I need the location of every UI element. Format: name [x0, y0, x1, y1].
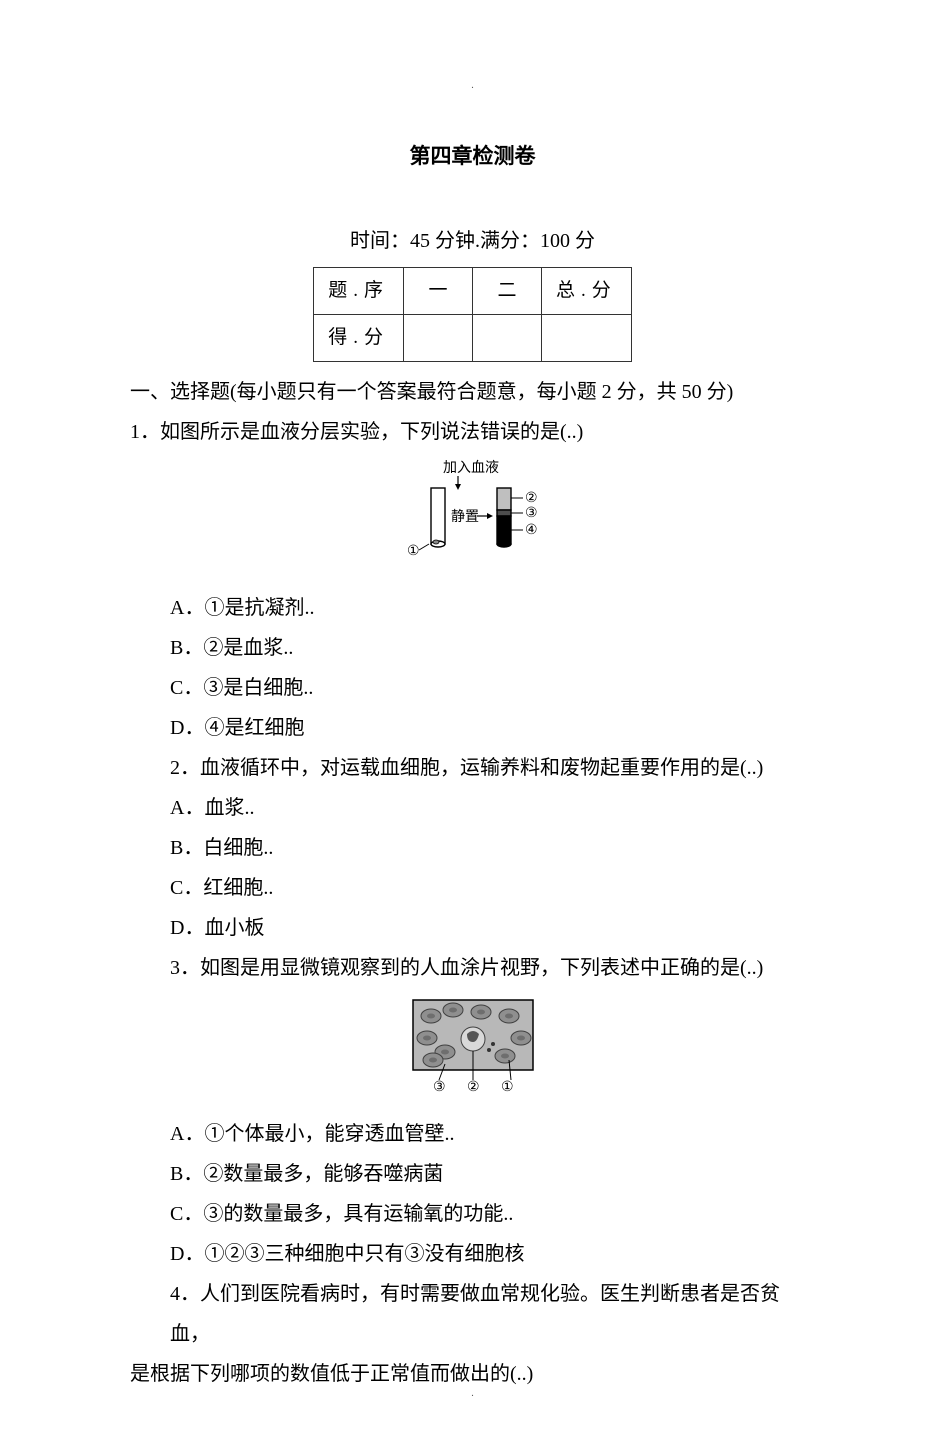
q1-stem: 1．如图所示是血液分层实验，下列说法错误的是(..) — [130, 412, 815, 452]
q3-option-c: C．③的数量最多，具有运输氧的功能.. — [130, 1194, 815, 1234]
fig1-tube-left: ① — [407, 488, 445, 559]
q3-option-a: A．①个体最小，能穿透血管壁.. — [130, 1114, 815, 1154]
q2-stem: 2．血液循环中，对运载血细胞，运输养料和废物起重要作用的是(..) — [130, 748, 815, 788]
fig2-label-3: ③ — [433, 1080, 446, 1094]
q2-option-a: A．血浆.. — [130, 788, 815, 828]
fig1-tube-right: ② ③ ④ — [497, 488, 538, 547]
cell-score-2 — [473, 315, 542, 362]
chapter-title: 第四章检测卷 — [130, 135, 815, 177]
table-row: 题.序 一 二 总.分 — [314, 268, 632, 315]
q1-option-b: B．②是血浆.. — [130, 628, 815, 668]
q4-line1: 4．人们到医院看病时，有时需要做血常规化验。医生判断患者是否贫血， — [130, 1274, 815, 1354]
fig2-label-1: ① — [501, 1080, 514, 1094]
time-score-line: 时间：45 分钟.满分：100 分 — [130, 221, 815, 261]
q3-option-d: D．①②③三种细胞中只有③没有细胞核 — [130, 1234, 815, 1274]
fig1-label-3: ③ — [525, 506, 538, 521]
q3-option-b: B．②数量最多，能够吞噬病菌 — [130, 1154, 815, 1194]
cell-header-total: 总.分 — [542, 268, 632, 315]
score-table: 题.序 一 二 总.分 得.分 — [313, 267, 632, 362]
cell-score-1 — [404, 315, 473, 362]
fig1-label-mid: 静置 — [451, 509, 479, 525]
q1-option-c: C．③是白细胞.. — [130, 668, 815, 708]
page-marker-top: . — [471, 76, 474, 96]
q2-option-c: C．红细胞.. — [130, 868, 815, 908]
page-marker-bottom: . — [471, 1384, 474, 1404]
q2-option-b: B．白细胞.. — [130, 828, 815, 868]
fig1-label-4: ④ — [525, 523, 538, 538]
fig1-label-2: ② — [525, 491, 538, 506]
cell-header-seq: 题.序 — [314, 268, 404, 315]
exam-page: . 第四章检测卷 时间：45 分钟.满分：100 分 题.序 一 二 总.分 得… — [0, 0, 945, 1454]
blood-layer-diagram-icon: 加入血液 ① 静置 — [373, 458, 573, 568]
section-1-head: 一、选择题(每小题只有一个答案最符合题意，每小题 2 分，共 50 分) — [130, 372, 815, 412]
q3-stem: 3．如图是用显微镜观察到的人血涂片视野，下列表述中正确的是(..) — [130, 948, 815, 988]
q3-figure: ③ ② ① — [130, 994, 815, 1108]
q1-option-d: D．④是红细胞 — [130, 708, 815, 748]
cell-header-2: 二 — [473, 268, 542, 315]
table-row: 得.分 — [314, 315, 632, 362]
cell-header-1: 一 — [404, 268, 473, 315]
fig2-label-2: ② — [467, 1080, 480, 1094]
cell-score-total — [542, 315, 632, 362]
fig1-label-1: ① — [407, 544, 420, 559]
q1-figure: 加入血液 ① 静置 — [130, 458, 815, 582]
fig1-label-top: 加入血液 — [443, 460, 499, 476]
q1-option-a: A．①是抗凝剂.. — [130, 588, 815, 628]
blood-smear-diagram-icon: ③ ② ① — [393, 994, 553, 1094]
cell-score-label: 得.分 — [314, 315, 404, 362]
fig2-wbc — [461, 1027, 485, 1051]
q2-option-d: D．血小板 — [130, 908, 815, 948]
